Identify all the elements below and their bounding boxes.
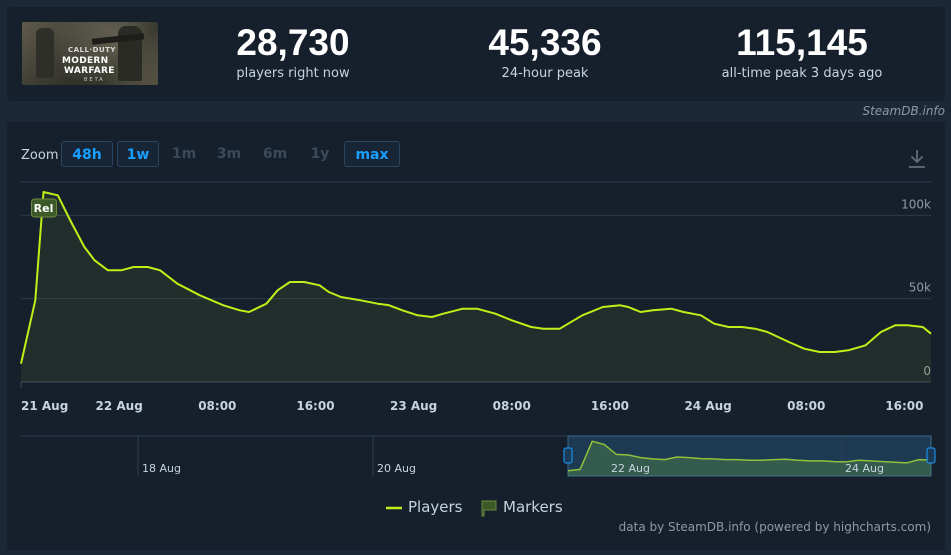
navigator-handle[interactable] bbox=[926, 447, 936, 464]
legend-item-players[interactable]: Players bbox=[385, 496, 463, 518]
zoom-button-max[interactable]: max bbox=[344, 141, 400, 167]
navigator-track bbox=[21, 436, 931, 476]
chart-grid bbox=[20, 181, 931, 388]
legend-flag-mark bbox=[481, 500, 497, 516]
players-series-line bbox=[20, 191, 932, 364]
legend-label: Markers bbox=[503, 498, 563, 516]
download-icon[interactable] bbox=[907, 148, 927, 170]
stat-current-players: 28,730 players right now bbox=[205, 22, 381, 84]
stat-label: all-time peak 3 days ago bbox=[721, 66, 883, 81]
game-logo-bottom: WARFARE bbox=[64, 66, 115, 76]
game-thumbnail[interactable]: CALL·DUTY MODERN WARFARE BETA bbox=[22, 22, 158, 85]
navigator-label: 18 Aug bbox=[142, 462, 181, 475]
players-series-area bbox=[21, 192, 931, 382]
game-logo-mid: MODERN bbox=[62, 56, 109, 66]
stats-panel: CALL·DUTY MODERN WARFARE BETA 28,730 pla… bbox=[7, 7, 945, 101]
steamdb-credit-link[interactable]: SteamDB.info bbox=[862, 104, 945, 118]
zoom-button-6m[interactable]: 6m bbox=[262, 146, 288, 162]
x-tick-label: 22 Aug bbox=[96, 399, 143, 413]
stat-24h-peak: 45,336 24-hour peak bbox=[447, 22, 643, 84]
stat-label: players right now bbox=[236, 66, 350, 81]
x-tick-label: 23 Aug bbox=[390, 399, 437, 413]
x-tick-label: 24 Aug bbox=[684, 399, 731, 413]
chart-markers: Rel bbox=[30, 198, 57, 218]
zoom-button-3m[interactable]: 3m bbox=[216, 146, 242, 162]
x-tick-label: 08:00 bbox=[787, 399, 825, 413]
chart-legend: Players Markers bbox=[7, 496, 945, 518]
game-logo-tag: BETA bbox=[84, 77, 105, 83]
zoom-button-1w[interactable]: 1w bbox=[117, 141, 159, 167]
chart-navigator: 18 Aug 20 Aug 22 Aug 24 Aug bbox=[21, 435, 936, 477]
legend-item-markers[interactable]: Markers bbox=[480, 496, 563, 518]
legend-line-symbol bbox=[386, 506, 402, 509]
marker-flag bbox=[30, 198, 57, 218]
soldier-figure-left bbox=[36, 28, 54, 78]
navigator-area bbox=[568, 441, 931, 476]
x-axis-labels: 21 Aug 22 Aug 08:00 16:00 23 Aug 08:00 16:00 24… bbox=[21, 399, 924, 413]
y-tick-label: 0 bbox=[923, 364, 931, 378]
highcharts-credit[interactable]: data by SteamDB.info (powered by highcha… bbox=[618, 520, 931, 534]
marker-label: Rel bbox=[34, 202, 54, 215]
stat-value: 28,730 bbox=[236, 22, 350, 63]
navigator-line bbox=[567, 440, 932, 472]
x-tick-label: 16:00 bbox=[885, 399, 923, 413]
stat-value: 115,145 bbox=[736, 22, 868, 63]
flag-icon bbox=[481, 500, 497, 516]
navigator-selection bbox=[567, 435, 932, 477]
y-axis-labels: 0 50k 100k bbox=[901, 197, 931, 378]
x-tick-label: 16:00 bbox=[296, 399, 334, 413]
legend-label: Players bbox=[408, 498, 463, 516]
navigator-label: 20 Aug bbox=[377, 462, 416, 475]
stat-label: 24-hour peak bbox=[501, 66, 589, 81]
x-tick-label: 16:00 bbox=[591, 399, 629, 413]
zoom-button-48h[interactable]: 48h bbox=[61, 141, 113, 167]
navigator-label: 24 Aug bbox=[845, 462, 884, 475]
navigator-label: 22 Aug bbox=[611, 462, 650, 475]
game-logo-top: CALL·DUTY bbox=[68, 46, 116, 54]
player-count-chart[interactable]: 0 50k 100k 21 Aug 22 Aug 08:00 16:00 23 Aug 08:… bbox=[7, 122, 945, 494]
x-tick-label: 08:00 bbox=[198, 399, 236, 413]
zoom-button-1y[interactable]: 1y bbox=[310, 146, 330, 162]
y-tick-label: 100k bbox=[901, 197, 931, 211]
stat-all-time-peak: 115,145 all-time peak 3 days ago bbox=[697, 22, 907, 84]
navigator-handle[interactable] bbox=[563, 447, 573, 464]
y-tick-label: 50k bbox=[909, 281, 931, 295]
zoom-button-1m[interactable]: 1m bbox=[171, 146, 197, 162]
x-tick-label: 21 Aug bbox=[21, 399, 68, 413]
zoom-label: Zoom bbox=[21, 148, 59, 163]
stat-value: 45,336 bbox=[488, 22, 602, 63]
x-tick-label: 08:00 bbox=[493, 399, 531, 413]
